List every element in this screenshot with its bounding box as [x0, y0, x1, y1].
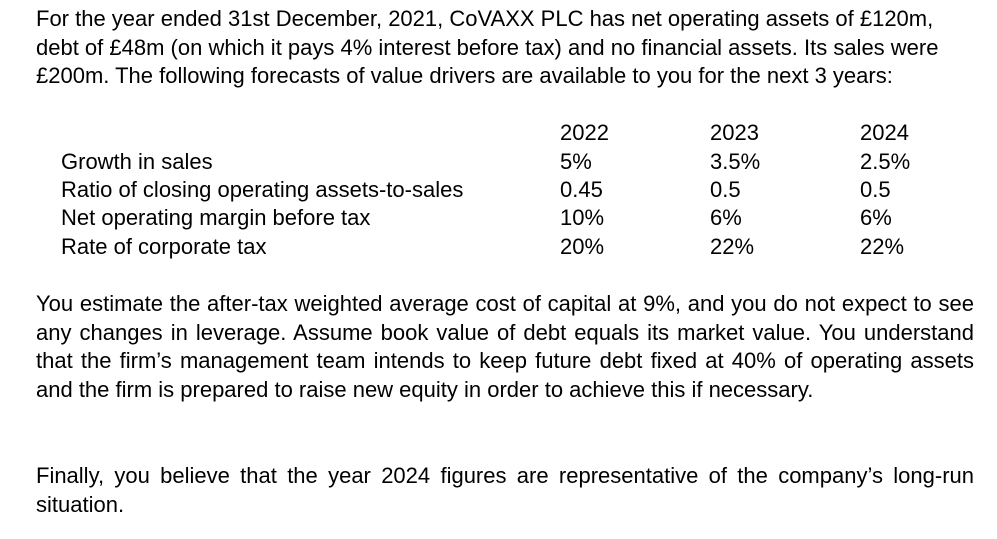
row-label-corporate-tax: Rate of corporate tax — [61, 234, 267, 259]
cell-margin-2022: 10% — [560, 205, 605, 230]
cell-growth-2023: 3.5% — [710, 149, 761, 174]
cell-assets-2022: 0.45 — [560, 177, 603, 202]
final-paragraph: Finally, you believe that the year 2024 … — [36, 463, 974, 517]
cell-growth-2024: 2.5% — [860, 149, 911, 174]
year-header-2022: 2022 — [560, 120, 609, 145]
cell-tax-2022: 20% — [560, 234, 605, 259]
cell-margin-2023: 6% — [710, 205, 742, 230]
forecast-table: 2022 2023 2024 Growth in sales 5% 3.5% 2… — [61, 120, 911, 259]
row-label-operating-margin: Net operating margin before tax — [61, 205, 371, 230]
cell-tax-2023: 22% — [710, 234, 755, 259]
cell-tax-2024: 22% — [860, 234, 905, 259]
row-label-growth-in-sales: Growth in sales — [61, 149, 213, 174]
intro-paragraph: For the year ended 31st December, 2021, … — [36, 6, 939, 88]
cell-assets-2024: 0.5 — [860, 177, 891, 202]
cell-margin-2024: 6% — [860, 205, 892, 230]
cell-assets-2023: 0.5 — [710, 177, 741, 202]
cell-growth-2022: 5% — [560, 149, 592, 174]
year-header-2023: 2023 — [710, 120, 759, 145]
estimate-paragraph: You estimate the after-tax weighted aver… — [36, 291, 974, 402]
year-header-2024: 2024 — [860, 120, 909, 145]
row-label-assets-to-sales: Ratio of closing operating assets-to-sal… — [61, 177, 464, 202]
